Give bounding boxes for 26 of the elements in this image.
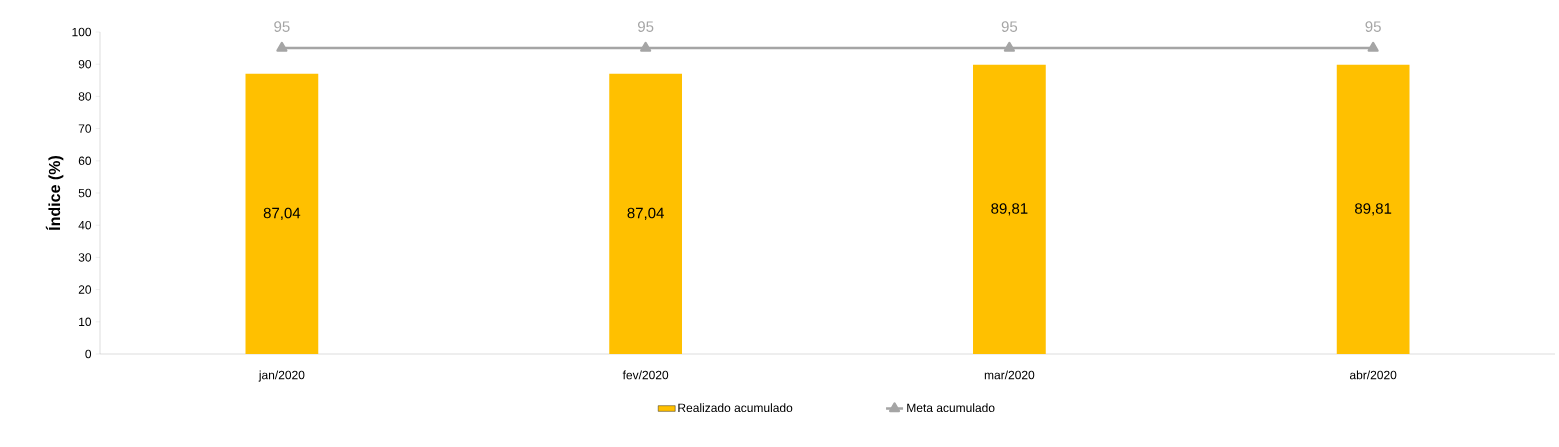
legend-label: Realizado acumulado — [678, 403, 793, 413]
y-tick-label: 30 — [78, 253, 92, 262]
y-axis-title: Índice (%) — [45, 156, 64, 230]
x-tick-label: jan/2020 — [258, 370, 305, 382]
data-label: 95 — [637, 21, 654, 32]
data-label: 95 — [274, 21, 290, 32]
x-tick-label: mar/2020 — [984, 370, 1035, 380]
x-tick-label: abr/2020 — [1349, 370, 1397, 380]
data-label: 95 — [1365, 21, 1381, 32]
data-label: 89,81 — [991, 203, 1028, 216]
y-tick-label: 100 — [72, 27, 92, 37]
data-label: 87,04 — [627, 207, 664, 221]
y-tick-label: 10 — [79, 317, 92, 327]
y-tick-label: 90 — [78, 59, 92, 69]
x-tick-label: fev/2020 — [622, 370, 669, 380]
y-tick-label: 50 — [78, 188, 92, 198]
y-tick-label: 80 — [78, 92, 92, 101]
data-label: 87,04 — [263, 207, 301, 221]
data-label: 89,81 — [1355, 203, 1392, 216]
y-tick-label: 60 — [78, 156, 92, 166]
legend-label: Meta acumulado — [907, 403, 995, 413]
y-tick-label: 70 — [78, 124, 92, 133]
y-tick-label: 0 — [85, 349, 92, 359]
data-label: 95 — [1001, 21, 1018, 32]
y-tick-label: 40 — [78, 220, 92, 230]
y-tick-label: 20 — [78, 285, 92, 294]
